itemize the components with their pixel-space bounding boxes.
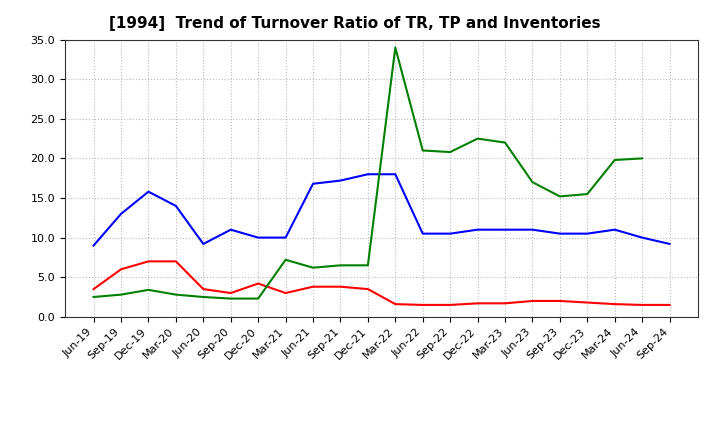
Trade Payables — [117, 211, 125, 216]
Inventories — [583, 191, 592, 197]
Inventories — [226, 296, 235, 301]
Trade Receivables — [309, 284, 318, 290]
Trade Payables — [418, 231, 427, 236]
Line: Inventories: Inventories — [94, 48, 642, 299]
Trade Receivables — [638, 302, 647, 308]
Trade Payables — [282, 235, 290, 240]
Inventories — [171, 292, 180, 297]
Trade Payables — [638, 235, 647, 240]
Inventories — [282, 257, 290, 262]
Trade Payables — [171, 203, 180, 209]
Trade Payables — [473, 227, 482, 232]
Inventories — [418, 148, 427, 153]
Trade Receivables — [418, 302, 427, 308]
Trade Receivables — [611, 301, 619, 307]
Trade Receivables — [500, 301, 509, 306]
Trade Receivables — [117, 267, 125, 272]
Inventories — [89, 294, 98, 300]
Line: Trade Payables: Trade Payables — [94, 174, 670, 246]
Inventories — [611, 158, 619, 163]
Trade Receivables — [446, 302, 454, 308]
Trade Payables — [500, 227, 509, 232]
Trade Payables — [364, 172, 372, 177]
Trade Payables — [556, 231, 564, 236]
Trade Payables — [611, 227, 619, 232]
Trade Payables — [254, 235, 263, 240]
Trade Receivables — [583, 300, 592, 305]
Line: Trade Receivables: Trade Receivables — [94, 261, 670, 305]
Trade Payables — [665, 241, 674, 246]
Trade Payables — [336, 178, 345, 183]
Trade Payables — [144, 189, 153, 194]
Inventories — [336, 263, 345, 268]
Inventories — [528, 180, 537, 185]
Trade Receivables — [171, 259, 180, 264]
Trade Receivables — [89, 286, 98, 292]
Inventories — [446, 150, 454, 155]
Trade Payables — [446, 231, 454, 236]
Trade Receivables — [226, 290, 235, 296]
Trade Receivables — [391, 301, 400, 307]
Trade Receivables — [556, 298, 564, 304]
Text: [1994]  Trend of Turnover Ratio of TR, TP and Inventories: [1994] Trend of Turnover Ratio of TR, TP… — [109, 16, 600, 32]
Trade Payables — [391, 172, 400, 177]
Inventories — [391, 45, 400, 50]
Trade Payables — [199, 241, 207, 246]
Inventories — [638, 156, 647, 161]
Inventories — [199, 294, 207, 300]
Trade Receivables — [336, 284, 345, 290]
Inventories — [364, 263, 372, 268]
Inventories — [556, 194, 564, 199]
Trade Payables — [89, 243, 98, 248]
Trade Receivables — [364, 286, 372, 292]
Inventories — [500, 140, 509, 145]
Trade Payables — [309, 181, 318, 187]
Trade Receivables — [144, 259, 153, 264]
Inventories — [144, 287, 153, 293]
Trade Receivables — [199, 286, 207, 292]
Inventories — [254, 296, 263, 301]
Trade Receivables — [473, 301, 482, 306]
Inventories — [117, 292, 125, 297]
Trade Receivables — [282, 290, 290, 296]
Inventories — [473, 136, 482, 141]
Trade Payables — [583, 231, 592, 236]
Trade Payables — [226, 227, 235, 232]
Trade Receivables — [254, 281, 263, 286]
Trade Receivables — [528, 298, 537, 304]
Inventories — [309, 265, 318, 270]
Trade Payables — [528, 227, 537, 232]
Trade Receivables — [665, 302, 674, 308]
